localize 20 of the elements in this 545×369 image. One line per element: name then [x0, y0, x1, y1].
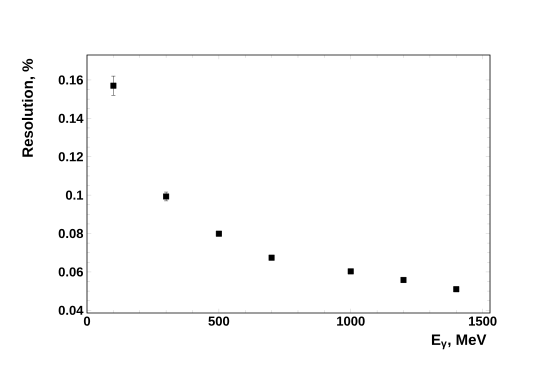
y-tick-label: 0.1 — [66, 190, 84, 200]
x-tick-label: 500 — [208, 316, 230, 326]
point — [163, 193, 170, 200]
y-tick-label: 0.06 — [58, 267, 83, 277]
y-tick-label: 0.08 — [58, 228, 84, 238]
point — [110, 82, 116, 89]
y-tick-label: 0.14 — [58, 114, 84, 123]
x-tick-label: 1000 — [337, 316, 365, 326]
point — [216, 230, 222, 237]
point — [453, 286, 460, 292]
x-tick-label: 0 — [84, 316, 90, 326]
x-axis-title: E$_{γ}$, MeV — [432, 334, 486, 350]
x-tick-label: 1500 — [468, 316, 497, 326]
y-axis-title: Resolution, % — [22, 58, 36, 157]
point — [400, 276, 406, 283]
y-tick-label: 0.16 — [58, 75, 83, 85]
y-tick-label: 0.04 — [58, 306, 84, 315]
y-tick-label: 0.12 — [58, 152, 83, 162]
point — [348, 268, 354, 274]
point — [268, 254, 275, 261]
